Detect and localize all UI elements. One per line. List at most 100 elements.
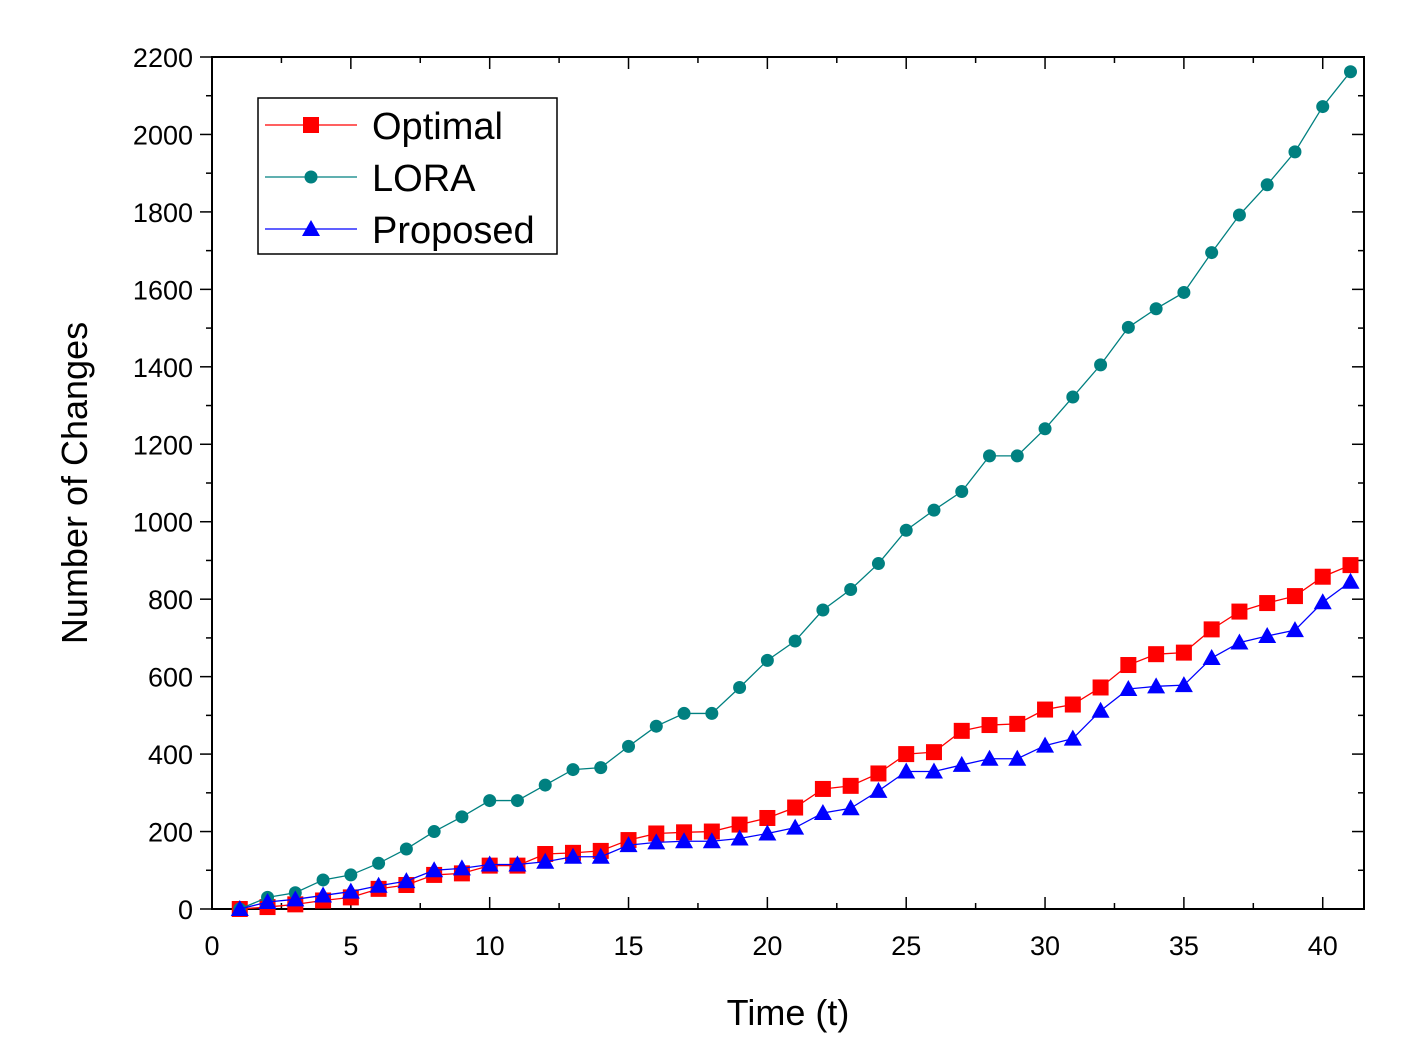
data-point-proposed (1036, 736, 1055, 753)
data-point-lora (372, 856, 386, 870)
y-tick-label: 1000 (133, 508, 193, 538)
y-axis-title: Number of Changes (54, 322, 95, 644)
data-point-optimal (787, 799, 804, 816)
data-point-lora (566, 763, 580, 777)
data-point-optimal (1009, 715, 1026, 732)
data-point-proposed (786, 818, 805, 835)
x-tick-label: 15 (614, 931, 644, 961)
data-point-lora (760, 653, 774, 667)
data-point-proposed (675, 832, 694, 849)
data-point-proposed (730, 829, 749, 846)
data-point-proposed (619, 836, 638, 853)
data-point-optimal (731, 816, 748, 833)
x-tick-label: 30 (1030, 931, 1060, 961)
data-point-optimal (1175, 644, 1192, 661)
data-point-optimal (1120, 657, 1137, 674)
data-point-lora (1344, 65, 1357, 79)
y-tick-label: 1800 (133, 198, 193, 228)
data-point-proposed (1147, 677, 1166, 694)
y-tick-label: 200 (148, 818, 193, 848)
data-point-proposed (258, 893, 277, 910)
data-point-optimal (703, 823, 720, 840)
data-point-proposed (1063, 729, 1082, 746)
y-tick-label: 1400 (133, 353, 193, 383)
data-point-proposed (1174, 676, 1193, 693)
series-proposed (230, 572, 1360, 916)
data-point-proposed (341, 882, 360, 899)
data-point-optimal (1342, 557, 1359, 574)
x-axis-title: Time (t) (727, 992, 850, 1033)
data-point-lora (899, 523, 913, 537)
data-point-lora (1038, 422, 1052, 436)
data-point-proposed (1091, 701, 1110, 718)
data-point-optimal (1148, 646, 1165, 663)
data-point-optimal (1092, 679, 1109, 696)
data-point-lora (788, 634, 802, 648)
data-point-lora (733, 680, 747, 694)
data-point-lora (510, 794, 524, 808)
x-tick-label: 5 (343, 931, 358, 961)
data-point-proposed (286, 890, 305, 907)
data-point-optimal (842, 777, 859, 794)
x-tick-label: 0 (204, 931, 219, 961)
series-optimal (231, 557, 1359, 917)
data-point-optimal (898, 746, 915, 763)
data-point-optimal (953, 722, 970, 739)
data-point-proposed (841, 799, 860, 816)
data-point-lora (316, 873, 330, 887)
data-point-optimal (1231, 603, 1248, 620)
data-point-lora (649, 719, 663, 733)
data-point-optimal (1259, 595, 1276, 612)
data-point-lora (1205, 246, 1219, 260)
data-point-lora (455, 810, 469, 824)
data-point-proposed (980, 749, 999, 766)
data-point-proposed (230, 900, 249, 916)
legend-marker-lora (304, 170, 318, 184)
data-point-proposed (1313, 593, 1332, 610)
data-point-lora (1010, 449, 1024, 463)
data-point-proposed (647, 833, 666, 850)
data-point-proposed (1258, 626, 1277, 643)
data-point-lora (1232, 208, 1246, 222)
legend-marker-optimal (303, 117, 319, 133)
legend-label-optimal: Optimal (372, 106, 503, 148)
x-tick-label: 35 (1169, 931, 1199, 961)
y-tick-label: 600 (148, 663, 193, 693)
data-point-lora (1260, 178, 1274, 192)
data-point-proposed (813, 803, 832, 820)
data-point-optimal (1314, 568, 1331, 585)
data-point-optimal (870, 765, 887, 782)
data-point-lora (1316, 100, 1330, 114)
data-point-proposed (591, 847, 610, 864)
data-point-lora (1094, 358, 1108, 372)
data-point-lora (594, 761, 608, 775)
data-point-lora (1177, 285, 1191, 299)
y-tick-label: 1600 (133, 275, 193, 305)
data-point-proposed (952, 755, 971, 772)
data-point-lora (871, 557, 885, 571)
data-point-proposed (536, 852, 555, 869)
data-point-lora (483, 794, 497, 808)
data-point-lora (677, 706, 691, 720)
data-point-proposed (924, 762, 943, 779)
y-tick-label: 800 (148, 585, 193, 615)
data-point-lora (1288, 145, 1302, 159)
data-point-optimal (1037, 701, 1054, 718)
data-point-proposed (758, 824, 777, 841)
axis-ticks (200, 56, 1364, 910)
data-point-optimal (1064, 696, 1081, 713)
y-tick-label: 0 (178, 895, 193, 925)
data-point-lora (844, 583, 858, 596)
data-point-proposed (1341, 572, 1360, 589)
data-point-proposed (1202, 649, 1221, 666)
data-point-proposed (563, 847, 582, 864)
data-point-lora (399, 842, 413, 856)
series-layer (230, 65, 1360, 917)
y-tick-label: 2000 (133, 120, 193, 150)
data-point-lora (427, 825, 441, 839)
data-point-proposed (897, 762, 916, 779)
data-point-proposed (452, 859, 471, 876)
data-point-proposed (869, 781, 888, 798)
series-line-proposed (239, 581, 1351, 910)
data-point-proposed (1008, 749, 1027, 766)
